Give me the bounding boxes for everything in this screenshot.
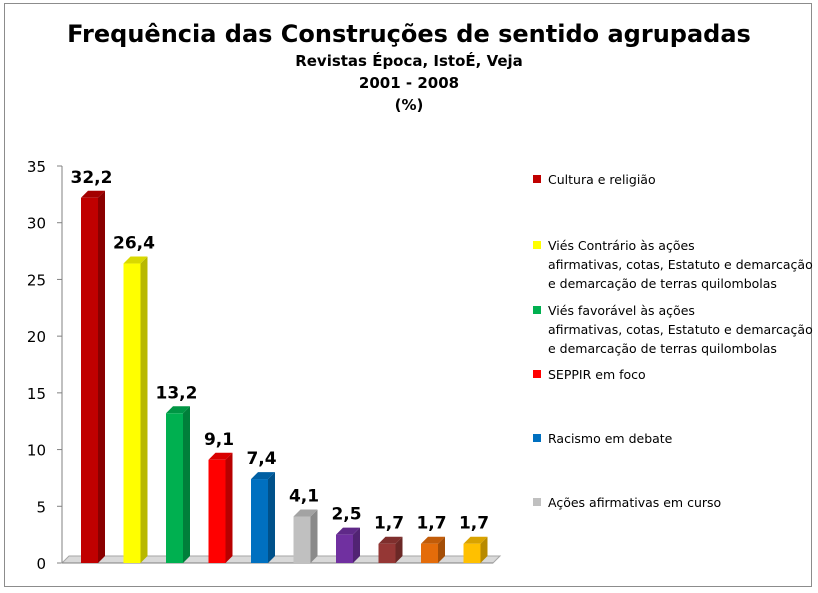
data-label: 2,5: [331, 505, 361, 525]
legend-label: Viés Contrário às ações afirmativas, cot…: [548, 238, 813, 291]
y-tick-label: 20: [27, 328, 46, 346]
data-label: 32,2: [71, 168, 113, 188]
bar-top: [463, 536, 488, 544]
legend-swatch: [533, 434, 541, 442]
y-tick-label: 10: [27, 442, 46, 460]
legend-swatch: [533, 306, 541, 314]
bar: [123, 263, 141, 563]
chart-title: Frequência das Construções de sentido ag…: [67, 20, 751, 48]
legend-item-vies-favoravel: Viés favorável às ações afirmativas, cot…: [533, 301, 813, 358]
bar: [378, 543, 396, 563]
chart-titles: Frequência das Construções de sentido ag…: [0, 18, 818, 116]
bar: [336, 534, 353, 563]
legend-item-vies-contrario: Viés Contrário às ações afirmativas, cot…: [533, 236, 813, 293]
bar-side: [98, 190, 105, 563]
data-label: 1,7: [416, 514, 446, 534]
bar-side: [183, 406, 190, 563]
y-tick-label: 35: [27, 158, 46, 176]
bar-top: [123, 256, 148, 264]
chart-subtitle-3: (%): [394, 96, 424, 114]
y-tick-label: 30: [27, 215, 46, 233]
y-tick-label: 0: [36, 555, 46, 573]
y-tick-label: 15: [27, 385, 46, 403]
bar: [293, 516, 311, 563]
data-label: 1,7: [459, 514, 489, 534]
data-label: 9,1: [204, 430, 234, 450]
bar: [208, 459, 226, 563]
bar: [463, 543, 481, 563]
bar-top: [208, 452, 233, 460]
legend-label: Viés favorável às ações afirmativas, cot…: [548, 303, 813, 356]
y-tick-label: 25: [27, 271, 46, 289]
bar-top: [378, 536, 403, 544]
bar: [421, 543, 438, 563]
bar-top: [166, 406, 190, 414]
bar-side: [225, 452, 233, 563]
bar-top: [81, 190, 105, 198]
bar-side: [310, 509, 318, 563]
bar: [251, 479, 268, 563]
legend-item-cultura: Cultura e religião: [533, 170, 813, 189]
legend-swatch: [533, 241, 541, 249]
bar-side: [395, 536, 403, 563]
bar-side: [438, 536, 445, 563]
data-label: 1,7: [374, 514, 404, 534]
bar-side: [140, 256, 148, 563]
bar-top: [293, 509, 318, 517]
data-label: 13,2: [156, 383, 198, 403]
legend-swatch: [533, 175, 541, 183]
bar-side: [353, 527, 360, 563]
legend-label: Ações afirmativas em curso: [548, 495, 722, 510]
chart-subtitle-2: 2001 - 2008: [358, 74, 460, 92]
legend-swatch: [533, 498, 541, 506]
bar-top: [251, 472, 275, 480]
bar-top: [336, 527, 360, 535]
data-label: 26,4: [113, 234, 155, 254]
legend-item-acoes-curso: Ações afirmativas em curso: [533, 493, 813, 512]
y-tick-label: 5: [36, 498, 46, 516]
data-label: 4,1: [289, 486, 319, 506]
bar-side: [268, 472, 275, 563]
chart-subtitle-1: Revistas Época, IstoÉ, Veja: [295, 52, 523, 70]
bar: [81, 197, 98, 563]
bar-side: [480, 536, 488, 563]
legend-label: SEPPIR em foco: [548, 367, 646, 382]
legend-label: Cultura e religião: [548, 172, 656, 187]
legend-label: Racismo em debate: [548, 431, 673, 446]
legend-item-seppir: SEPPIR em foco: [533, 365, 813, 384]
bar-top: [421, 536, 445, 544]
legend-swatch: [533, 370, 541, 378]
bar: [166, 413, 183, 563]
data-label: 7,4: [246, 449, 276, 469]
legend-item-racismo: Racismo em debate: [533, 429, 813, 448]
